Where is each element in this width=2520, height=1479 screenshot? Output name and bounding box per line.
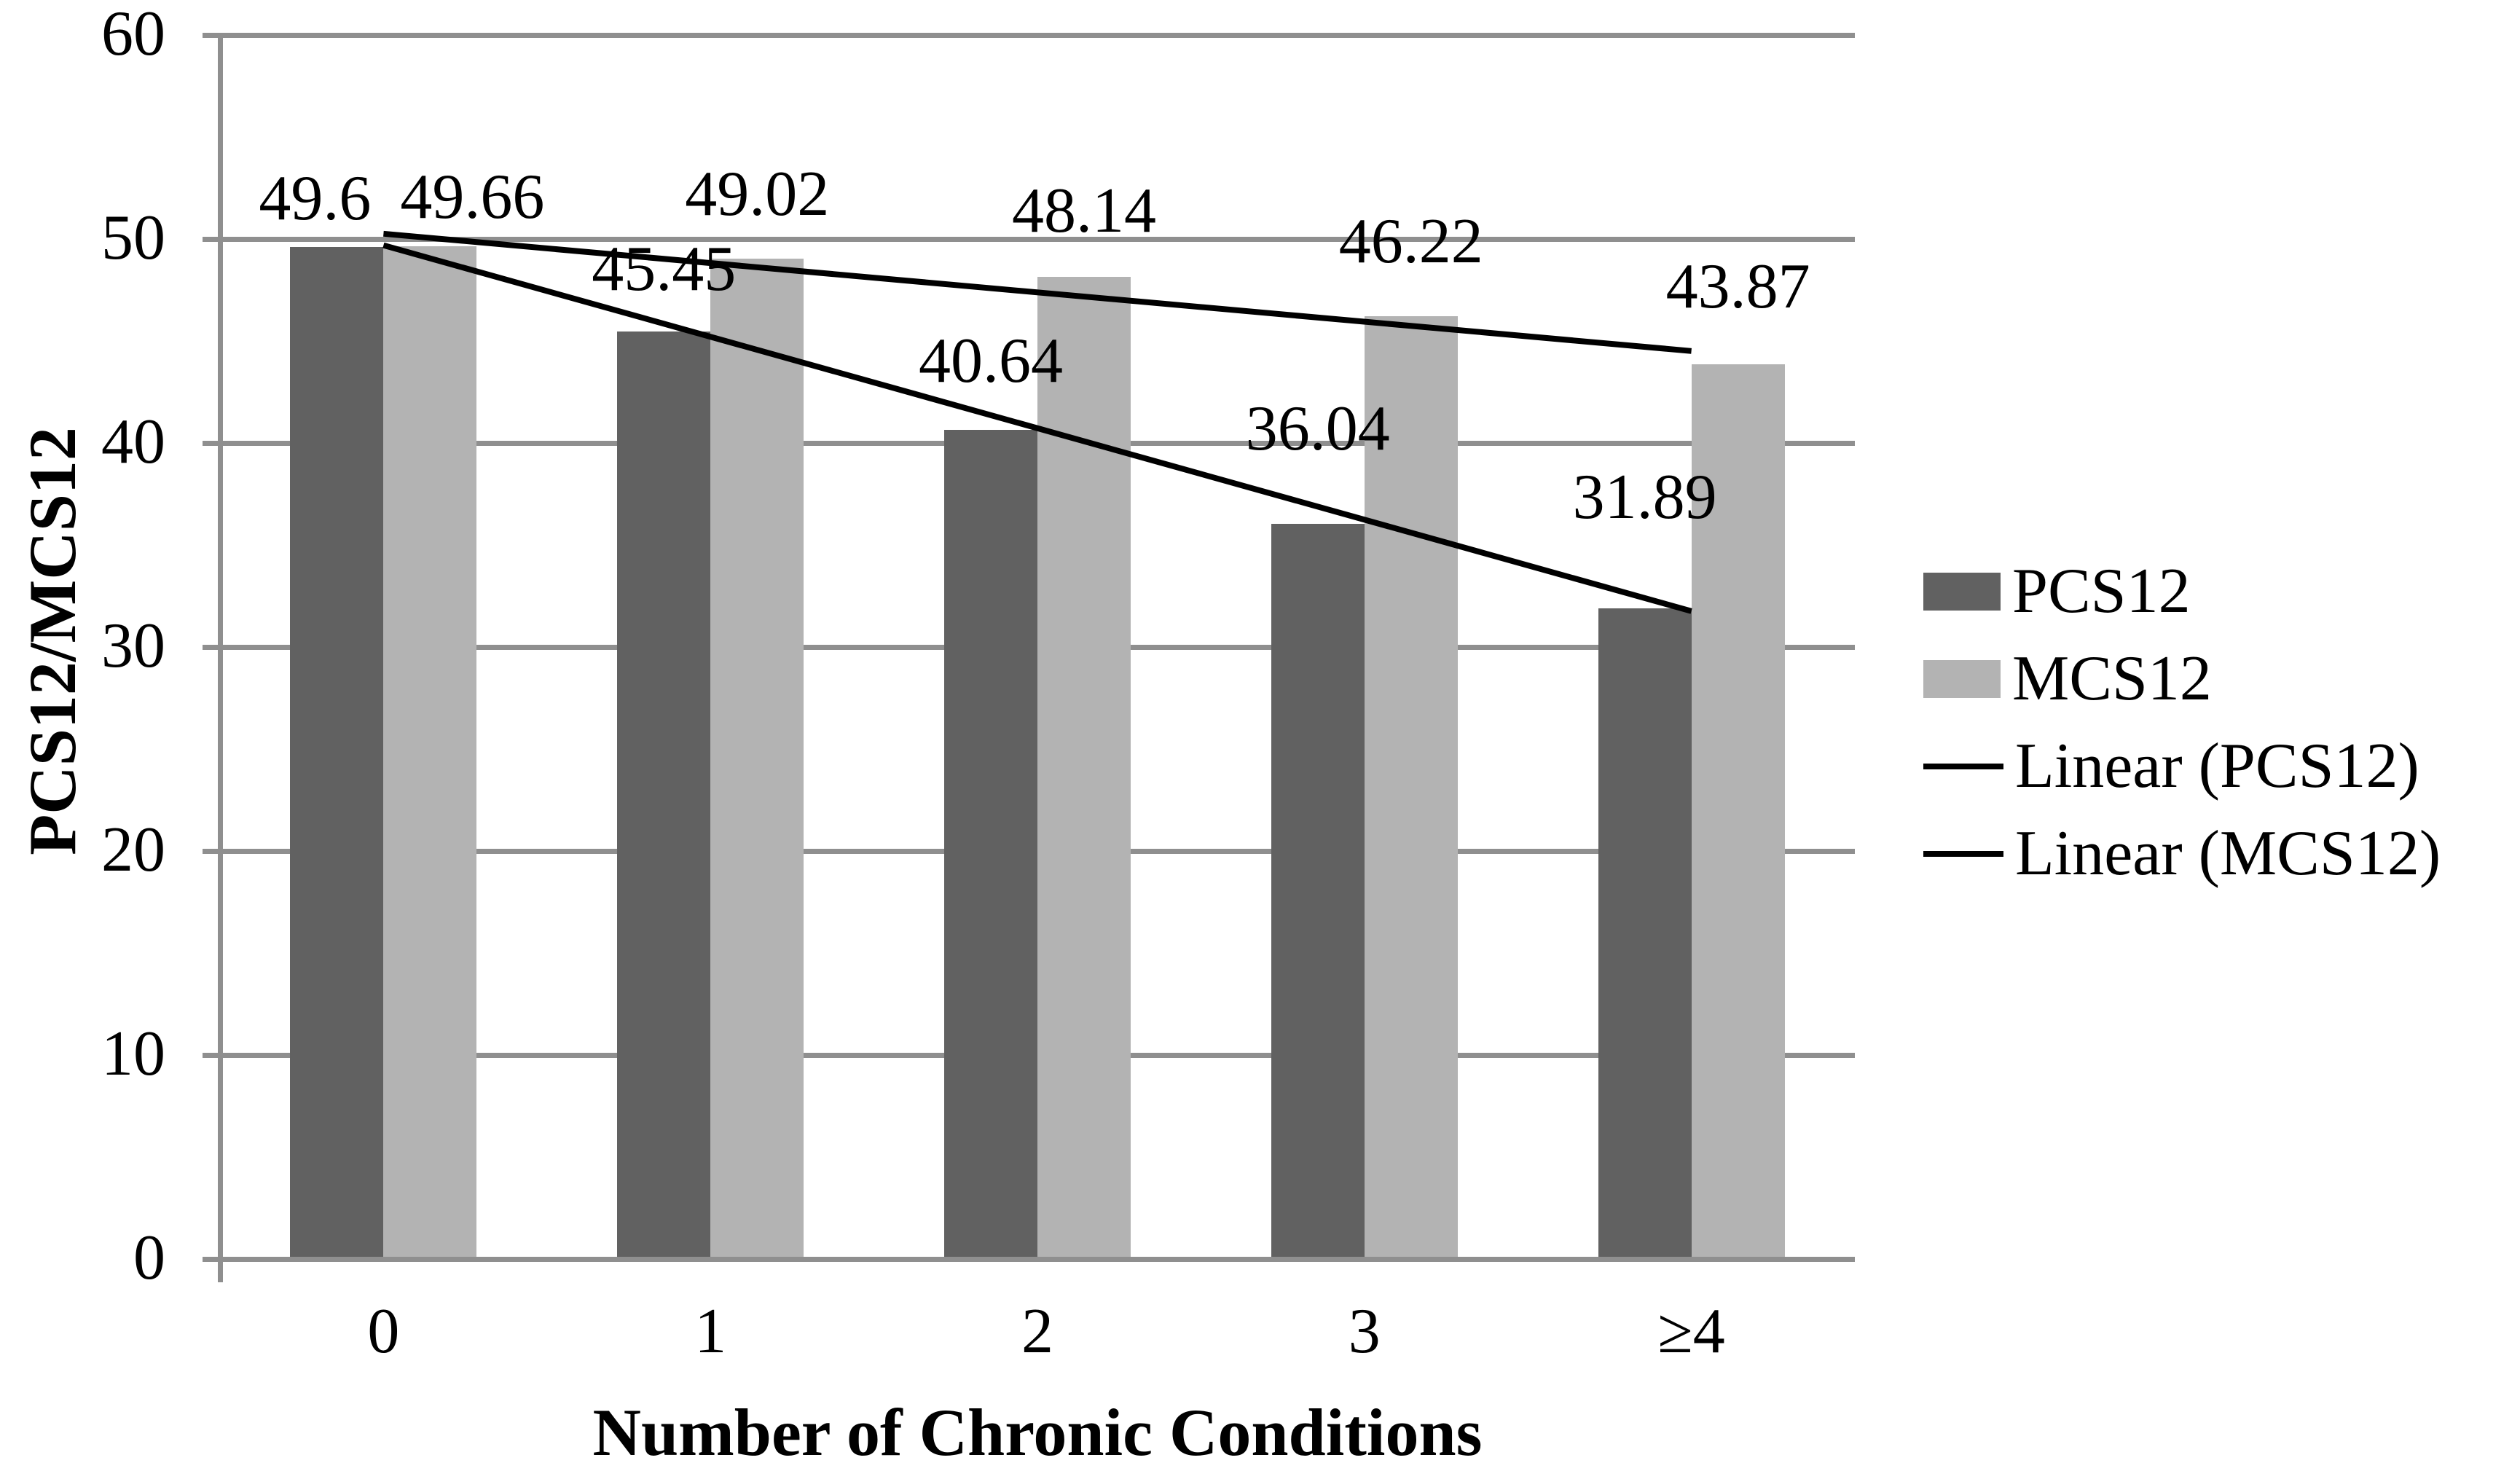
legend-swatch-linear-pcs12-line [1923, 764, 2003, 769]
x-axis-title: Number of Chronic Conditions [592, 1395, 1483, 1470]
x-axis-line [203, 1256, 1855, 1262]
y-tick-label-30: 30 [101, 611, 165, 681]
bar-pcs12-cat3 [1271, 523, 1365, 1259]
legend-label-mcs12: MCS12 [2012, 643, 2212, 714]
data-label-mcs12-cat1: 49.02 [685, 159, 830, 230]
bar-pcs12-cat2 [944, 430, 1037, 1259]
bar-mcs12-cat3 [1364, 315, 1458, 1259]
legend-item-mcs12: MCS12 [1923, 641, 2212, 717]
y-tick-label-0: 0 [133, 1223, 165, 1293]
y-tick-label-10: 10 [101, 1019, 165, 1089]
bar-mcs12-cat1 [710, 259, 804, 1259]
trendline-pcs12 [382, 242, 1692, 614]
data-label-pcs12-cat0: 49.6 [259, 163, 372, 235]
data-label-mcs12-cat3: 46.22 [1338, 205, 1483, 277]
data-label-pcs12-cat1: 45.45 [592, 234, 737, 305]
data-label-mcs12-cat4: 43.87 [1665, 251, 1810, 322]
x-tick-label-0: 0 [367, 1296, 400, 1367]
data-label-pcs12-cat3: 36.04 [1245, 393, 1390, 464]
y-tick-label-40: 40 [101, 407, 165, 477]
y-tick-label-50: 50 [101, 203, 165, 273]
data-label-pcs12-cat4: 31.89 [1572, 462, 1717, 533]
x-tick-label-2: 2 [1021, 1296, 1053, 1367]
bar-mcs12-cat4 [1691, 364, 1785, 1259]
y-tick-label-60: 60 [101, 0, 165, 69]
bar-pcs12-cat0 [290, 247, 384, 1259]
legend-swatch-linear-mcs12-line [1923, 851, 2003, 857]
legend-item-pcs12: PCS12 [1923, 554, 2191, 629]
legend-item-linear-pcs12: Linear (PCS12) [1923, 729, 2419, 804]
data-label-mcs12-cat2: 48.14 [1012, 176, 1156, 247]
y-tick-label-20: 20 [101, 815, 165, 885]
legend-swatch-mcs12 [1923, 660, 2001, 698]
bar-pcs12-cat4 [1598, 608, 1692, 1259]
legend-swatch-pcs12 [1923, 573, 2001, 611]
legend-item-linear-mcs12: Linear (MCS12) [1923, 816, 2441, 892]
bar-mcs12-cat0 [383, 246, 477, 1259]
legend-label-linear-mcs12: Linear (MCS12) [2015, 818, 2441, 889]
x-tick-label-1: 1 [694, 1296, 727, 1367]
x-tick-label-4: ≥4 [1657, 1296, 1725, 1367]
legend-label-linear-pcs12: Linear (PCS12) [2015, 731, 2419, 801]
bar-pcs12-cat1 [617, 332, 711, 1259]
data-label-pcs12-cat2: 40.64 [919, 326, 1063, 397]
x-tick-label-3: 3 [1348, 1296, 1381, 1367]
trendline-mcs12 [383, 230, 1692, 354]
y-axis-title: PCS12/MCS12 [15, 427, 90, 855]
gridline-60 [203, 32, 1855, 38]
gridline-50 [203, 236, 1855, 242]
data-label-mcs12-cat0: 49.66 [400, 161, 545, 232]
legend-label-pcs12: PCS12 [2012, 556, 2191, 627]
y-axis-line [217, 35, 223, 1282]
